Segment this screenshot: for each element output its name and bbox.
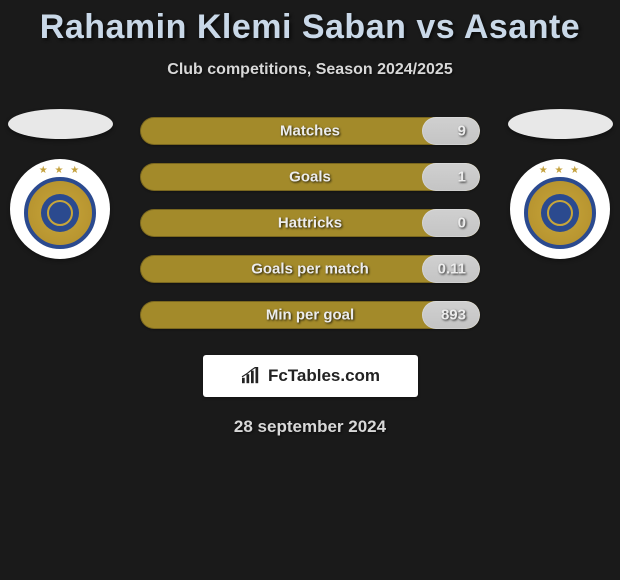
crest-ring-icon [24,177,96,249]
comparison-content: ★ ★ ★ ★ ★ ★ Matches 9 Goals 1 Hattrick [0,117,620,437]
stat-bar-goals: Goals 1 [140,163,480,191]
bar-value-right: 0 [458,215,466,232]
player-photo-placeholder-right [508,109,613,139]
bar-value-right: 0.11 [438,261,466,278]
bar-fill-right [422,117,480,145]
date-text: 28 september 2024 [0,417,620,437]
bar-value-right: 1 [458,169,466,186]
subtitle: Club competitions, Season 2024/2025 [0,61,620,79]
bar-fill-right [422,163,480,191]
crest-stars-icon: ★ ★ ★ [539,165,581,176]
bar-fill-right [422,209,480,237]
crest-ball-icon [41,194,79,232]
stat-bar-min-per-goal: Min per goal 893 [140,301,480,329]
right-player-column: ★ ★ ★ [500,109,620,259]
bar-value-right: 893 [441,307,466,324]
team-crest-left: ★ ★ ★ [10,159,110,259]
bar-value-right: 9 [458,123,466,140]
bar-label: Goals [289,169,331,186]
bar-label: Min per goal [266,307,354,324]
crest-ring-icon [524,177,596,249]
source-logo-text: FcTables.com [268,366,380,386]
stat-bar-matches: Matches 9 [140,117,480,145]
bar-label: Matches [280,123,340,140]
source-logo: FcTables.com [203,355,418,397]
bar-label: Hattricks [278,215,342,232]
stat-bar-hattricks: Hattricks 0 [140,209,480,237]
crest-stars-icon: ★ ★ ★ [39,165,81,176]
team-crest-right: ★ ★ ★ [510,159,610,259]
page-title: Rahamin Klemi Saban vs Asante [0,0,620,47]
bars-chart-icon [240,367,262,385]
player-photo-placeholder-left [8,109,113,139]
crest-ball-icon [541,194,579,232]
left-player-column: ★ ★ ★ [0,109,120,259]
stat-bars: Matches 9 Goals 1 Hattricks 0 Goals per … [140,117,480,329]
bar-label: Goals per match [251,261,369,278]
stat-bar-goals-per-match: Goals per match 0.11 [140,255,480,283]
